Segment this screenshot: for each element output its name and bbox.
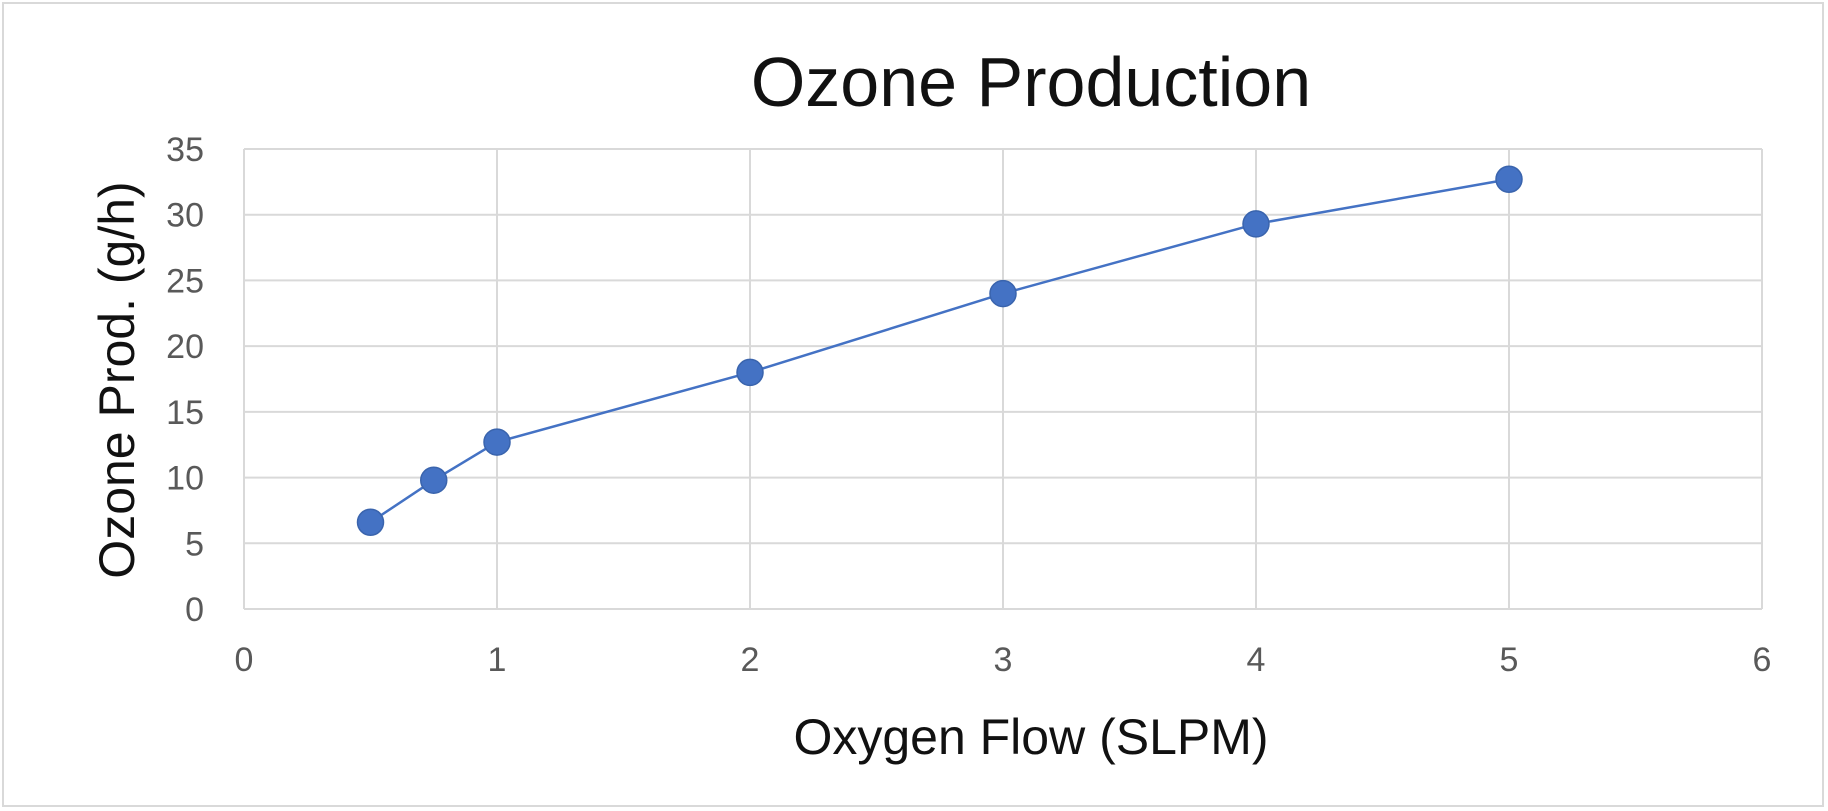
vertical-gridlines: [243, 149, 1763, 609]
x-tick-label: 1: [488, 641, 507, 679]
x-tick-label: 2: [741, 641, 760, 679]
series-line: [369, 177, 1510, 524]
x-tick-labels: 0 1 2 3 4 5 6: [235, 641, 1772, 679]
y-axis-title: Ozone Prod. (g/h): [89, 181, 145, 578]
y-tick-labels: 0 5 10 15 20 25 30 35: [166, 131, 204, 629]
y-tick-label: 25: [166, 262, 204, 300]
data-point: [420, 466, 448, 494]
data-point: [356, 508, 385, 537]
y-tick-label: 5: [185, 525, 204, 563]
y-tick-label: 30: [166, 197, 204, 235]
data-point: [483, 428, 511, 456]
y-tick-label: 10: [166, 460, 204, 498]
y-tick-label: 35: [166, 131, 204, 169]
y-tick-label: 20: [166, 328, 204, 366]
x-tick-label: 4: [1247, 641, 1266, 679]
data-point: [1242, 210, 1270, 238]
x-tick-label: 5: [1500, 641, 1519, 679]
x-tick-label: 6: [1753, 641, 1772, 679]
x-axis-title: Oxygen Flow (SLPM): [793, 709, 1268, 765]
series-group: [356, 165, 1523, 537]
y-tick-label: 15: [166, 394, 204, 432]
y-tick-label: 0: [185, 591, 204, 629]
data-point: [989, 279, 1017, 308]
chart-title: Ozone Production: [751, 43, 1311, 121]
data-point: [1495, 165, 1523, 193]
horizontal-gridlines: [244, 148, 1762, 610]
data-point: [736, 358, 764, 387]
x-tick-label: 3: [994, 641, 1013, 679]
x-tick-label: 0: [235, 641, 254, 679]
